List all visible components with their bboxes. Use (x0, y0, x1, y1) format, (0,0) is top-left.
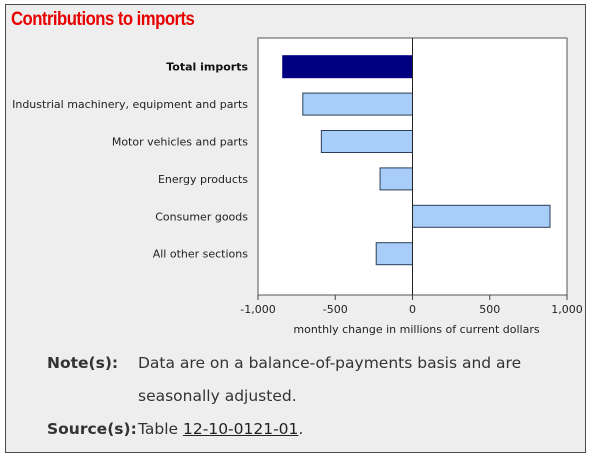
source-table-link[interactable]: 12-10-0121-01 (183, 420, 299, 438)
category-label: Consumer goods (155, 210, 248, 223)
category-label: Industrial machinery, equipment and part… (12, 98, 248, 111)
bar-all-other-sections (375, 242, 414, 266)
source-row: Source(s): Table 12-10-0121-01. (47, 413, 528, 446)
source-suffix: . (298, 420, 304, 438)
category-label: Total imports (166, 61, 248, 74)
x-tick-label: 0 (409, 303, 416, 316)
chart-title: Contributions to imports (11, 9, 195, 30)
x-tick-label: 1,000 (551, 303, 583, 316)
note-row: Note(s): Data are on a balance-of-paymen… (47, 347, 528, 413)
x-tick-label: -1,000 (240, 303, 275, 316)
x-axis-label: monthly change in millions of current do… (293, 323, 540, 336)
source-label: Source(s): (47, 420, 137, 438)
bar-industrial-machinery-equipment-and-parts (302, 92, 413, 116)
notes-section: Note(s): Data are on a balance-of-paymen… (47, 347, 528, 446)
bar-consumer-goods (412, 204, 551, 228)
bar-energy-products (379, 167, 413, 191)
note-text: Data are on a balance-of-payments basis … (138, 347, 528, 413)
bar-motor-vehicles-and-parts (320, 130, 413, 153)
category-label: Motor vehicles and parts (112, 136, 248, 149)
source-text: Table 12-10-0121-01. (138, 413, 528, 446)
x-tick-label: 500 (479, 303, 500, 316)
category-label: All other sections (153, 248, 249, 261)
source-prefix: Table (138, 420, 184, 438)
category-label: Energy products (158, 173, 248, 186)
note-line-1: Data are on a balance-of-payments basis … (138, 354, 522, 372)
bar-total-imports (282, 55, 413, 79)
note-label: Note(s): (47, 354, 119, 372)
x-tick-label: -500 (323, 303, 348, 316)
note-line-2: seasonally adjusted. (138, 387, 297, 405)
